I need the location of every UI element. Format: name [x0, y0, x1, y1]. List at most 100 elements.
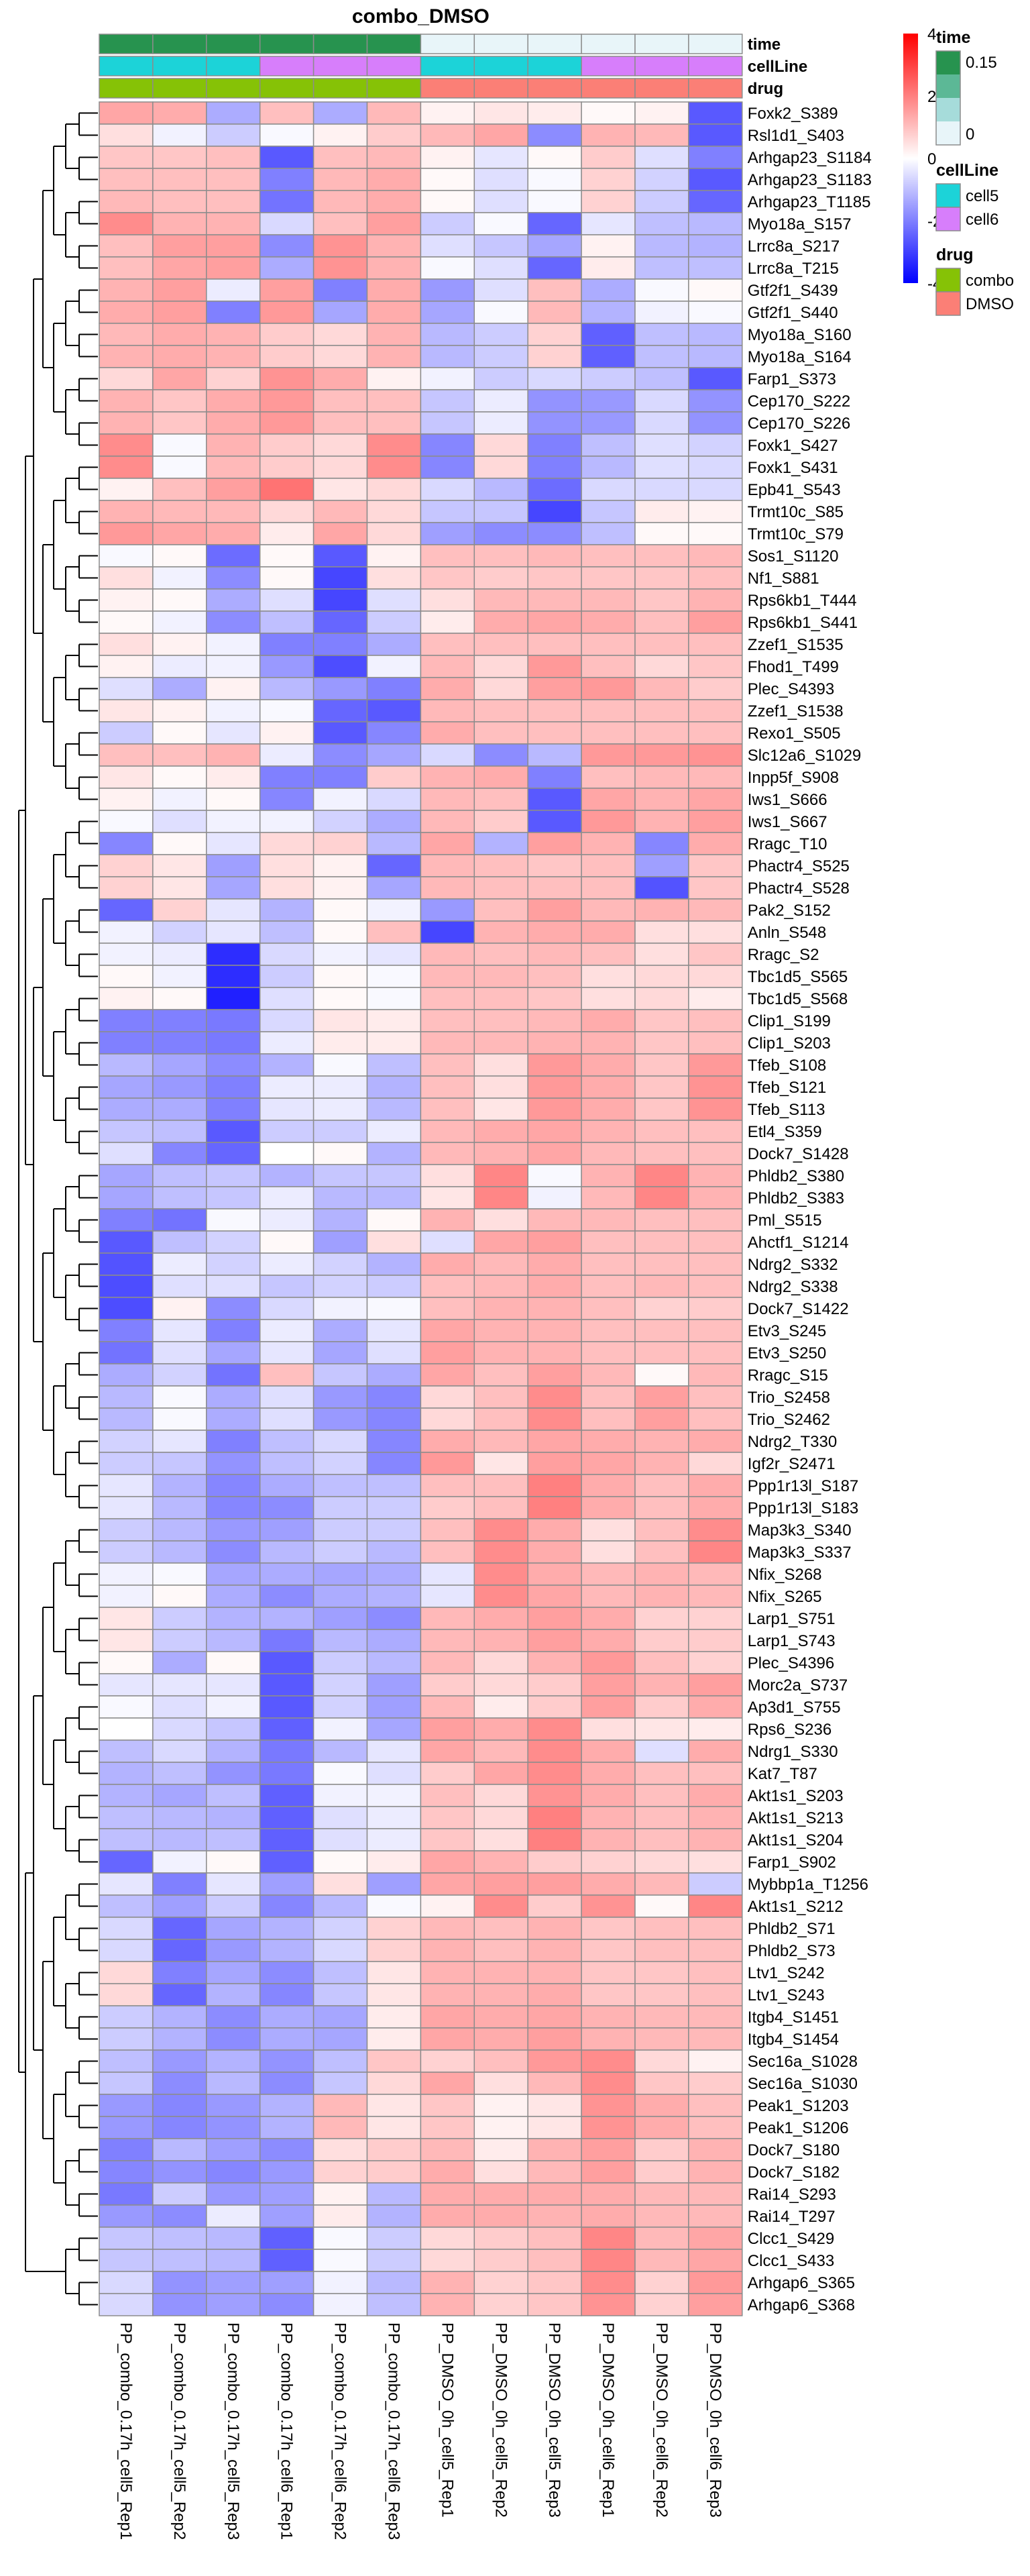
- heatmap-cell: [206, 1828, 261, 1851]
- heatmap-cell: [99, 1850, 154, 1874]
- heatmap-cell: [366, 455, 422, 479]
- row-label: Foxk1_S427: [748, 437, 838, 455]
- legend-label-DMSO: DMSO: [966, 295, 1014, 313]
- heatmap-cell: [473, 1075, 528, 1099]
- row-label: Cep170_S226: [748, 415, 850, 433]
- heatmap-cell: [581, 1585, 636, 1608]
- heatmap-cell: [420, 633, 475, 656]
- heatmap-cell: [366, 1872, 422, 1896]
- heatmap-cell: [688, 190, 743, 213]
- heatmap-cell: [420, 212, 475, 235]
- heatmap-cell: [688, 1562, 743, 1586]
- heatmap-cell: [634, 2049, 689, 2073]
- heatmap-cell: [366, 633, 422, 656]
- heatmap-cell: [581, 1186, 636, 1210]
- heatmap-cell: [420, 743, 475, 767]
- heatmap-cell: [312, 2249, 368, 2272]
- heatmap-cell: [688, 1075, 743, 1099]
- row-label: Anln_S548: [748, 924, 826, 942]
- heatmap-cell: [527, 1585, 582, 1608]
- heatmap-cell: [99, 1275, 154, 1298]
- heatmap-cell: [99, 677, 154, 700]
- heatmap-cell: [634, 721, 689, 745]
- heatmap-cell: [312, 2138, 368, 2161]
- heatmap-cell: [420, 478, 475, 501]
- heatmap-cell: [581, 1275, 636, 1298]
- row-label: Dock7_S1428: [748, 1145, 849, 1163]
- heatmap-cell: [152, 1518, 207, 1542]
- row-labels: Foxk2_S389 Rsl1d1_S403 Arhgap23_S1184 Arhga…: [748, 105, 872, 2314]
- heatmap-cell: [312, 2072, 368, 2095]
- heatmap-cell: [366, 256, 422, 280]
- heatmap-cell: [312, 1806, 368, 1829]
- heatmap-cell: [206, 1430, 261, 1453]
- heatmap-cell: [366, 1784, 422, 1807]
- heatmap-cell: [206, 1319, 261, 1342]
- heatmap-cell: [688, 943, 743, 966]
- heatmap-cell: [312, 2204, 368, 2228]
- heatmap-cell: [312, 1872, 368, 1896]
- heatmap-cell: [366, 345, 422, 368]
- heatmap-cell: [473, 2293, 528, 2316]
- heatmap-cell: [634, 1540, 689, 1564]
- heatmap-cell: [581, 1828, 636, 1851]
- heatmap-cell: [420, 323, 475, 346]
- heatmap-cell: [366, 1097, 422, 1121]
- heatmap-cell: [581, 898, 636, 922]
- heatmap-cell: [634, 101, 689, 125]
- heatmap-cell: [206, 566, 261, 590]
- heatmap-cell: [152, 1341, 207, 1364]
- heatmap-cell: [152, 1009, 207, 1032]
- heatmap-cell: [527, 943, 582, 966]
- heatmap-cell: [581, 2005, 636, 2029]
- heatmap-cell: [259, 2204, 314, 2228]
- heatmap-cell: [420, 500, 475, 523]
- heatmap-cell: [312, 1186, 368, 1210]
- heatmap-cell: [473, 2204, 528, 2228]
- heatmap-cell: [312, 1297, 368, 1320]
- heatmap-cell: [473, 1961, 528, 1984]
- heatmap-cell: [581, 1806, 636, 1829]
- heatmap-cell: [259, 1828, 314, 1851]
- heatmap-cell: [99, 655, 154, 678]
- heatmap-cell: [634, 1009, 689, 1032]
- heatmap-cell: [634, 743, 689, 767]
- heatmap-cell: [206, 1142, 261, 1165]
- heatmap-cell: [259, 1961, 314, 1984]
- heatmap-cell: [473, 832, 528, 855]
- heatmap-cell: [634, 788, 689, 811]
- heatmap-cell: [420, 544, 475, 568]
- heatmap-cell: [527, 854, 582, 877]
- row-label: Nfix_S265: [748, 1588, 822, 1606]
- heatmap-cell: [99, 610, 154, 634]
- column-labels: PP_combo_0.17h_cell5_Rep1 PP_combo_0.17h_…: [117, 2322, 724, 2540]
- heatmap-cell: [634, 810, 689, 833]
- heatmap-cell: [688, 1939, 743, 1962]
- heatmap-cell: [527, 1009, 582, 1032]
- heatmap-cell: [473, 1806, 528, 1829]
- heatmap-cell: [634, 2116, 689, 2139]
- heatmap-cell: [152, 854, 207, 877]
- heatmap-cell: [581, 1075, 636, 1099]
- heatmap-cell: [420, 234, 475, 258]
- heatmap-cell: [581, 633, 636, 656]
- heatmap-cell: [206, 1230, 261, 1254]
- heatmap-cell: [581, 1452, 636, 1475]
- heatmap-cell: [634, 655, 689, 678]
- heatmap-cell: [312, 500, 368, 523]
- heatmap-cell: [473, 1784, 528, 1807]
- row-label: Etv3_S250: [748, 1344, 826, 1362]
- heatmap-cell: [366, 1518, 422, 1542]
- heatmap-cell: [312, 367, 368, 390]
- heatmap-cell: [420, 1252, 475, 1276]
- heatmap-cell: [366, 1186, 422, 1210]
- heatmap-cell: [527, 212, 582, 235]
- heatmap-cell: [527, 1540, 582, 1564]
- annotation-cell-drug: [312, 78, 368, 99]
- column-label: PP_combo_0.17h_cell6_Rep2: [331, 2322, 349, 2540]
- heatmap-cell: [152, 1363, 207, 1387]
- heatmap-cell: [688, 987, 743, 1010]
- heatmap-cell: [312, 234, 368, 258]
- heatmap-cell: [420, 1673, 475, 1697]
- heatmap-cell: [581, 1739, 636, 1763]
